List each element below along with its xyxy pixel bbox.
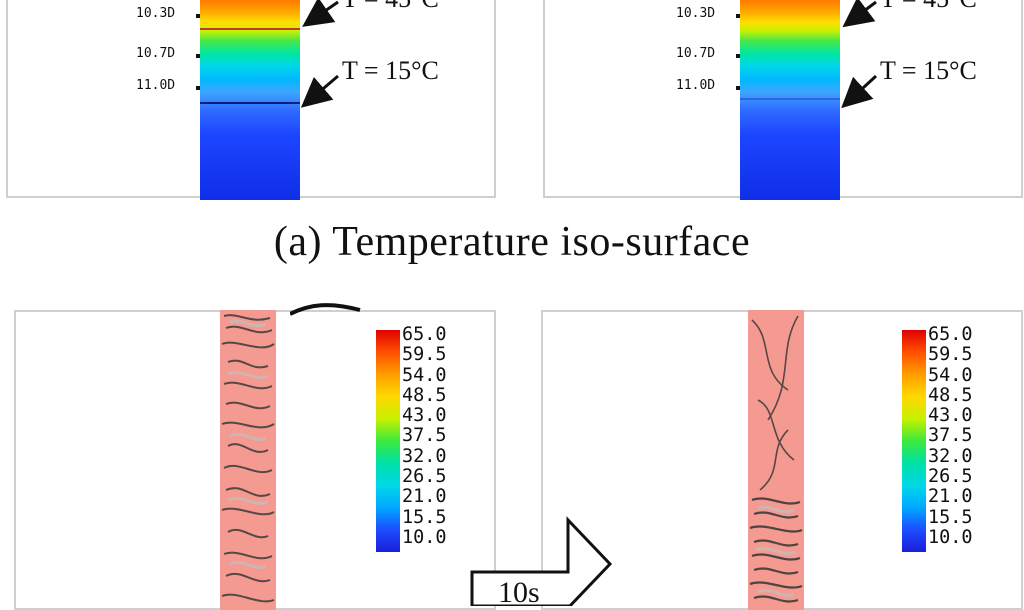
colorbar-label: 65.0 [402,324,447,345]
colorbar-label: 37.5 [928,425,973,447]
colorbar-label: 10.0 [402,526,447,548]
colorbar-label: 32.0 [402,445,447,467]
depth-tick [736,54,740,58]
colorbar-label: 15.5 [402,506,447,528]
colorbar-label: 48.5 [928,384,973,406]
arrow-upper-left [302,0,339,27]
depth-tick [196,14,200,18]
colorbar-right [902,330,926,552]
annotation-arrows [300,0,878,109]
vortex-structures-right [749,315,803,603]
depth-label-right-0: 10.3D [676,6,716,21]
depth-tick [736,86,740,90]
isoline-45c-left [200,28,300,30]
isoline-15c-left [200,102,300,104]
colorbar-label: 65.0 [928,324,973,345]
colorbar-label: 26.5 [928,466,973,488]
colorbar-labels-left: 65.0 59.5 54.0 48.5 43.0 37.5 32.0 26.5 … [402,324,447,548]
temperature-column-left [200,0,300,200]
colorbar-label: 54.0 [402,364,447,386]
colorbar-left [376,330,400,552]
vortex-column-right [748,310,804,610]
colorbar-label: 43.0 [928,405,973,427]
depth-label-left-2: 11.0D [136,78,176,93]
depth-label-left-1: 10.7D [136,46,176,61]
colorbar-label: 54.0 [928,364,973,386]
dark-arc [290,303,361,316]
vortex-structures-left [221,314,275,603]
annotation-upper-right: T = 45°C [880,0,977,14]
time-arrow-label: 10s [498,576,540,609]
figure-caption: (a) Temperature iso-surface [273,219,751,265]
depth-tick [736,14,740,18]
colorbar-label: 15.5 [928,506,973,528]
colorbar-label: 48.5 [402,384,447,406]
annotation-lower-right: T = 15°C [880,56,977,85]
depth-label-left-0: 10.3D [136,6,176,21]
depth-label-right-1: 10.7D [676,46,716,61]
annotation-upper-left: T = 45°C [342,0,439,14]
colorbar-label: 59.5 [402,344,447,366]
colorbar-label: 26.5 [402,466,447,488]
colorbar-label: 37.5 [402,425,447,447]
colorbar-label: 43.0 [402,405,447,427]
colorbar-labels-right: 65.0 59.5 54.0 48.5 43.0 37.5 32.0 26.5 … [928,324,973,548]
arrow-lower-right [841,74,878,109]
time-arrow-icon [470,516,613,606]
colorbar-label: 10.0 [928,526,973,548]
colorbar-label: 32.0 [928,445,973,467]
isoline-15c-right [740,98,840,100]
depth-tick [196,54,200,58]
temperature-column-right [740,0,840,200]
colorbar-label: 21.0 [928,486,973,508]
vortex-column-left [220,310,276,610]
arrow-upper-right [842,0,877,28]
colorbar-label: 21.0 [402,486,447,508]
depth-label-right-2: 11.0D [676,78,716,93]
colorbar-label: 59.5 [928,344,973,366]
annotation-lower-left: T = 15°C [342,56,439,85]
arrow-lower-left [300,74,339,108]
depth-tick [196,86,200,90]
